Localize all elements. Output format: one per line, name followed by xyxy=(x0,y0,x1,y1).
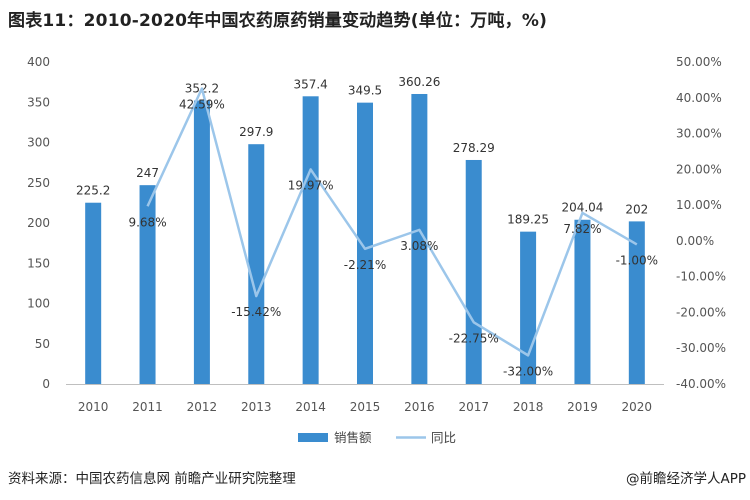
y-right-tick-30.00%: 30.00% xyxy=(676,127,722,141)
y-left-tick-400: 400 xyxy=(27,55,50,69)
x-tick-2011: 2011 xyxy=(132,400,163,414)
bar-2020 xyxy=(628,221,645,384)
line-series xyxy=(146,87,638,357)
line-label-2012: 42.59% xyxy=(179,98,225,112)
y-right-tick--10.00%: -10.00% xyxy=(676,270,726,284)
y-axis-left: 0 50 100 150 200 250 300 350 400 xyxy=(27,55,50,391)
y-right-tick-10.00%: 10.00% xyxy=(676,198,722,212)
bar-2011 xyxy=(139,185,156,384)
y-left-tick-250: 250 xyxy=(27,176,50,190)
line-label-2014: 19.97% xyxy=(288,178,334,192)
y-axis-right: -40.00% -30.00% -20.00% -10.00% 0.00% 10.00% 2… xyxy=(676,55,726,391)
y-right-tick--20.00%: -20.00% xyxy=(676,305,726,319)
y-right-tick-40.00%: 40.00% xyxy=(676,91,722,105)
x-tick-2010: 2010 xyxy=(78,400,109,414)
bar-label-2016: 360.26 xyxy=(398,75,440,89)
y-right-tick-0.00%: 0.00% xyxy=(676,234,714,248)
bar-2014 xyxy=(302,96,319,384)
legend-swatch-bar xyxy=(298,433,328,442)
line-label-2019: 7.82% xyxy=(563,222,601,236)
x-tick-2019: 2019 xyxy=(567,400,598,414)
bar-label-2015: 349.5 xyxy=(348,84,382,98)
bar-2018 xyxy=(520,231,537,384)
y-left-tick-350: 350 xyxy=(27,95,50,109)
bar-label-2013: 297.9 xyxy=(239,125,273,139)
legend-label-line: 同比 xyxy=(431,430,456,445)
line-label-2020: -1.00% xyxy=(616,253,658,267)
bar-series xyxy=(85,93,645,385)
bar-2016 xyxy=(411,93,428,385)
bar-2010 xyxy=(85,202,102,384)
bar-label-2018: 189.25 xyxy=(507,213,549,227)
line-label-2017: -22.75% xyxy=(449,331,499,345)
legend: 销售额 同比 xyxy=(298,430,456,445)
x-tick-2017: 2017 xyxy=(458,400,489,414)
x-axis: 2010 2011 2012 2013 2014 2015 2016 2017 2018 2019… xyxy=(66,384,664,414)
x-tick-2014: 2014 xyxy=(295,400,326,414)
y-right-tick--40.00%: -40.00% xyxy=(676,377,726,391)
line-label-2013: -15.42% xyxy=(231,305,281,319)
x-tick-2018: 2018 xyxy=(513,400,544,414)
bar-2013 xyxy=(248,144,265,384)
bar-label-2010: 225.2 xyxy=(76,184,110,198)
line-label-2018: -32.00% xyxy=(503,364,553,378)
line-label-2011: 9.68% xyxy=(128,215,166,229)
y-left-tick-150: 150 xyxy=(27,256,50,270)
bar-2019 xyxy=(574,219,591,384)
line-label-2016: 3.08% xyxy=(400,239,438,253)
y-left-tick-50: 50 xyxy=(35,337,50,351)
bar-2017 xyxy=(465,159,482,384)
line-label-2015: -2.21% xyxy=(344,258,386,272)
y-right-tick-50.00%: 50.00% xyxy=(676,55,722,69)
y-left-tick-300: 300 xyxy=(27,136,50,150)
source-note: 资料来源：中国农药信息网 前瞻产业研究院整理 xyxy=(8,471,296,487)
bar-label-2017: 278.29 xyxy=(453,141,495,155)
bar-2015 xyxy=(357,102,373,384)
brand-watermark: @前瞻经济学人APP xyxy=(625,471,746,487)
x-tick-2020: 2020 xyxy=(622,400,653,414)
chart-title: 图表11：2010-2020年中国农药原药销量变动趋势(单位：万吨，%) xyxy=(8,11,548,31)
x-tick-2013: 2013 xyxy=(241,400,272,414)
bar-2012 xyxy=(193,100,210,384)
line-value-labels: 9.68% 42.59% -15.42% 19.97% -2.21% 3.08% -22.7… xyxy=(128,98,658,379)
bar-label-2020: 202 xyxy=(625,202,648,216)
y-left-tick-200: 200 xyxy=(27,216,50,230)
bar-label-2014: 357.4 xyxy=(293,77,327,91)
x-tick-2016: 2016 xyxy=(404,400,435,414)
legend-label-bar: 销售额 xyxy=(334,430,372,445)
x-tick-2015: 2015 xyxy=(350,400,381,414)
y-right-tick-20.00%: 20.00% xyxy=(676,162,722,176)
y-left-tick-0: 0 xyxy=(42,377,50,391)
bar-label-2019: 204.04 xyxy=(561,201,603,215)
bar-label-2011: 247 xyxy=(136,166,159,180)
line-path xyxy=(146,87,638,357)
y-left-tick-100: 100 xyxy=(27,297,50,311)
x-tick-2012: 2012 xyxy=(187,400,218,414)
y-right-tick--30.00%: -30.00% xyxy=(676,341,726,355)
